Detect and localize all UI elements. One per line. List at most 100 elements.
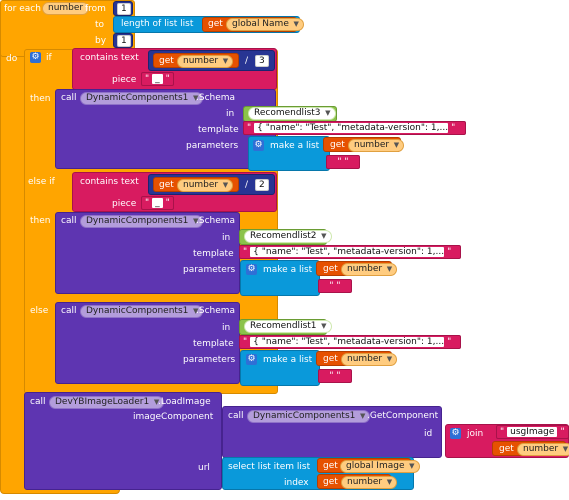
get-label: get — [323, 477, 338, 487]
contains-text-label: contains text — [80, 53, 139, 63]
divisor-value[interactable]: 3 — [255, 55, 269, 67]
by-value[interactable]: 1 — [117, 35, 131, 47]
chevron-down-icon: ▼ — [386, 355, 393, 363]
get-label: get — [208, 19, 223, 29]
get-label: get — [323, 461, 338, 471]
chevron-down-icon: ▼ — [386, 265, 393, 273]
template-label: template — [193, 339, 234, 349]
number-dropdown[interactable]: number ▼ — [341, 476, 398, 489]
gear-icon[interactable]: ⚙ — [450, 428, 461, 439]
parameters-label: parameters — [183, 355, 236, 365]
number-dropdown[interactable]: number ▼ — [341, 263, 398, 276]
piece-label: piece — [112, 199, 137, 209]
if-label: if — [46, 53, 52, 63]
number-dropdown[interactable]: number ▼ — [341, 353, 398, 366]
empty-string[interactable]: " " — [318, 369, 352, 383]
get-label: get — [330, 140, 345, 150]
call-label: call — [30, 397, 46, 407]
parameters-label: parameters — [183, 265, 236, 275]
usg-image-string[interactable]: " usgImage " — [496, 425, 569, 439]
component-dropdown[interactable]: DynamicComponents1 ▼ — [80, 215, 204, 228]
loop-variable-dropdown[interactable]: number — [42, 2, 90, 15]
index-label: index — [284, 478, 309, 488]
divide-operator: / — [245, 56, 249, 66]
component-dropdown[interactable]: DynamicComponents1 ▼ — [80, 92, 204, 105]
piece-label: piece — [112, 75, 137, 85]
empty-string[interactable]: " " — [318, 279, 352, 293]
get-label: get — [159, 56, 174, 66]
number-dropdown[interactable]: number ▼ — [177, 55, 234, 68]
image-loader-dropdown[interactable]: DevYBImageLoader1 ▼ — [49, 396, 165, 409]
template-string[interactable]: "{ "name": "Test", "metadata-version": 1… — [239, 335, 461, 349]
piece-string[interactable]: " _ " — [141, 72, 174, 86]
chevron-down-icon: ▼ — [153, 398, 160, 406]
gear-icon[interactable]: ⚙ — [30, 52, 41, 63]
global-name-dropdown[interactable]: global Name ▼ — [226, 18, 304, 31]
component-dropdown[interactable]: DynamicComponents1 ▼ — [247, 410, 371, 423]
get-label: get — [159, 180, 174, 190]
by-label: by — [95, 36, 107, 46]
select-list-item-label: select list item list — [228, 462, 311, 472]
chevron-down-icon: ▼ — [192, 217, 199, 225]
recomendlist2-dropdown[interactable]: Recomendlist2 ▼ — [244, 230, 332, 243]
to-label: to — [95, 20, 105, 30]
in-label: in — [226, 109, 235, 119]
method-label: .GetComponent — [367, 411, 439, 421]
call-label: call — [61, 93, 77, 103]
get-label: get — [323, 264, 338, 274]
empty-string[interactable]: " " — [326, 155, 360, 169]
chevron-down-icon: ▼ — [222, 57, 229, 65]
chevron-down-icon: ▼ — [192, 307, 199, 315]
get-label: get — [323, 354, 338, 364]
join-label: join — [467, 429, 484, 439]
url-label: url — [198, 463, 210, 473]
contains-text-label: contains text — [80, 177, 139, 187]
image-component-label: imageComponent — [133, 412, 214, 422]
component-dropdown[interactable]: DynamicComponents1 ▼ — [80, 305, 204, 318]
number-dropdown[interactable]: number ▼ — [348, 139, 405, 152]
number-dropdown[interactable]: number ▼ — [177, 179, 234, 192]
get-label: get — [499, 444, 514, 454]
recomendlist3-dropdown[interactable]: Recomendlist3 ▼ — [248, 107, 336, 120]
then-label: then — [30, 94, 51, 104]
in-label: in — [222, 233, 231, 243]
chevron-down-icon: ▼ — [386, 478, 393, 486]
else-label: else — [30, 306, 49, 316]
length-of-list-label: length of list list — [121, 19, 194, 29]
id-label: id — [424, 429, 433, 439]
method-label: .Schema — [196, 216, 236, 226]
from-label: from — [85, 4, 106, 14]
method-label: .Schema — [196, 93, 236, 103]
chevron-down-icon: ▼ — [321, 322, 327, 330]
chevron-down-icon: ▼ — [562, 445, 569, 453]
template-string[interactable]: "{ "name": "Test", "metadata-version": 1… — [239, 245, 461, 259]
method-label: .Schema — [196, 306, 236, 316]
chevron-down-icon: ▼ — [393, 141, 400, 149]
template-label: template — [193, 249, 234, 259]
gear-icon[interactable]: ⚙ — [246, 354, 257, 365]
chevron-down-icon: ▼ — [293, 20, 299, 28]
chevron-down-icon: ▼ — [325, 109, 331, 117]
make-a-list-label: make a list — [263, 265, 313, 275]
parameters-label: parameters — [186, 141, 239, 151]
gear-icon[interactable]: ⚙ — [246, 264, 257, 275]
then-label: then — [30, 216, 51, 226]
call-label: call — [61, 216, 77, 226]
number-dropdown[interactable]: number ▼ — [517, 443, 569, 456]
chevron-down-icon: ▼ — [222, 181, 229, 189]
make-a-list-label: make a list — [270, 141, 320, 151]
divide-operator: / — [245, 180, 249, 190]
from-value[interactable]: 1 — [117, 3, 131, 15]
template-label: template — [198, 125, 239, 135]
in-label: in — [222, 323, 231, 333]
call-label: call — [61, 306, 77, 316]
else-if-label: else if — [28, 177, 55, 187]
chevron-down-icon: ▼ — [192, 94, 199, 102]
piece-string[interactable]: " _ " — [141, 196, 174, 210]
gear-icon[interactable]: ⚙ — [253, 140, 264, 151]
method-label: .LoadImage — [158, 397, 211, 407]
divisor-value[interactable]: 2 — [255, 179, 269, 191]
recomendlist1-dropdown[interactable]: Recomendlist1 ▼ — [244, 320, 332, 333]
global-image-dropdown[interactable]: global Image ▼ — [340, 460, 420, 473]
template-string[interactable]: "{ "name": "Test", "metadata-version": 1… — [243, 121, 466, 135]
